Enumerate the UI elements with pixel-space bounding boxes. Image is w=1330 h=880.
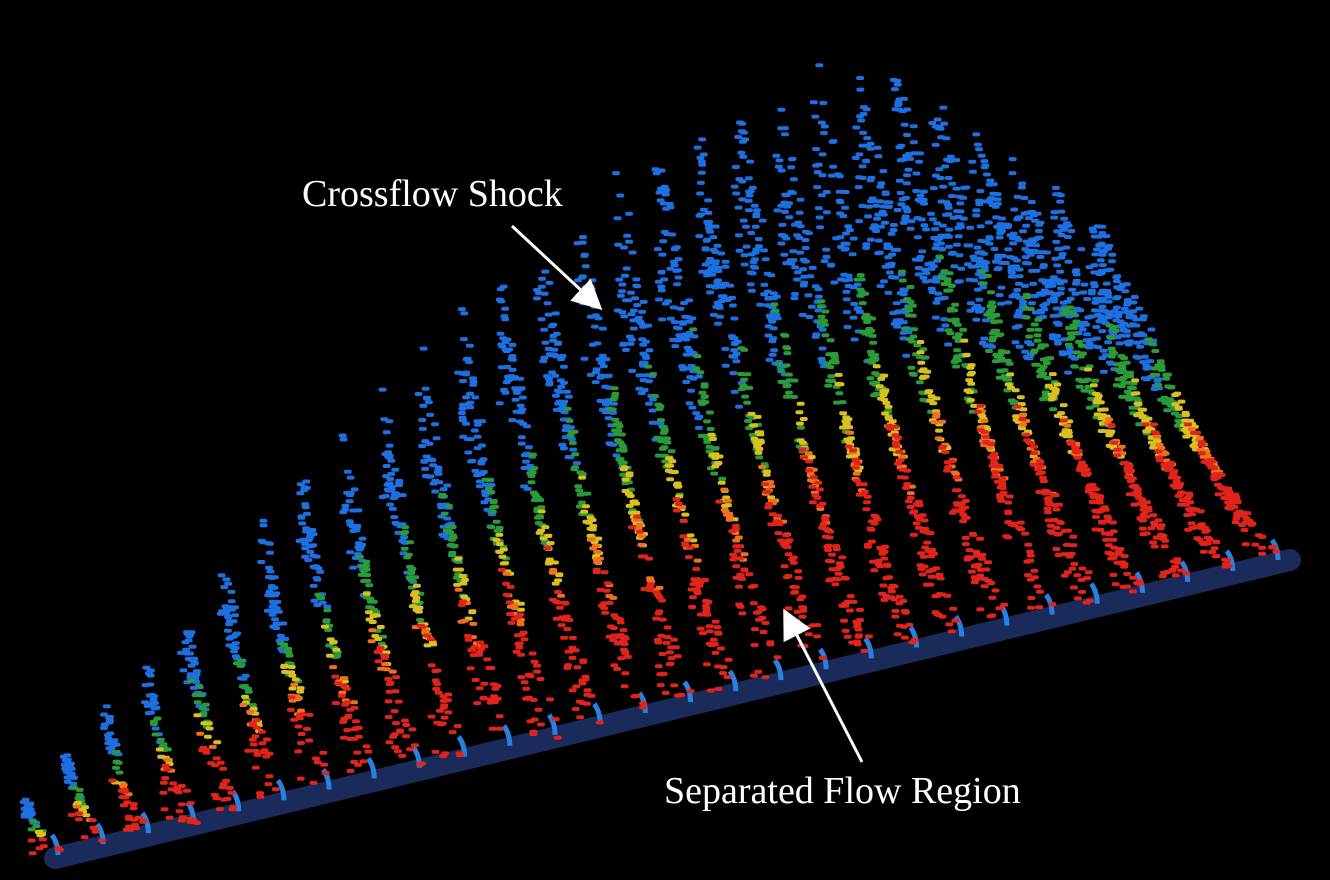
page: Crossflow Shock Separated Flow Region ((… (0, 0, 1330, 880)
annotation-label: Crossflow Shock (302, 173, 563, 215)
visualization: Crossflow Shock Separated Flow Region (0, 0, 1330, 880)
annotation-label: Separated Flow Region (664, 770, 1021, 812)
